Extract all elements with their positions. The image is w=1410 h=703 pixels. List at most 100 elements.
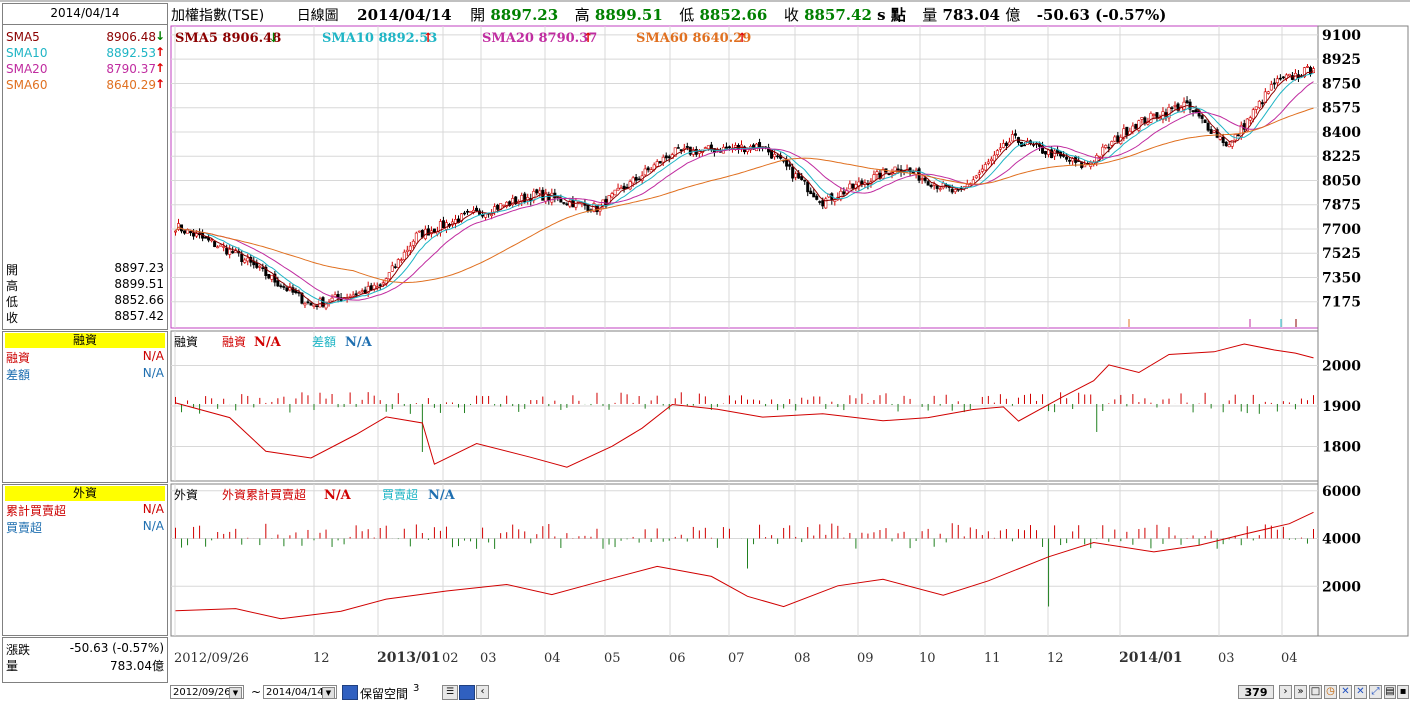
left-row: 差額 N/A — [6, 366, 164, 383]
to-date-select[interactable]: 2014/04/14 ▼ — [263, 685, 337, 699]
price-candle — [225, 248, 229, 255]
left-margin-title: 融資 — [5, 333, 165, 348]
scroll-left-button[interactable]: ‹ — [476, 685, 489, 699]
zoom-in-icon[interactable]: ✕ — [1354, 685, 1367, 699]
price-candle — [1167, 107, 1171, 119]
price-candle — [240, 253, 244, 262]
high-value: 8899.51 — [594, 6, 663, 24]
price-candle — [378, 284, 382, 287]
price-candle — [661, 156, 665, 163]
x-axis-label: 08 — [794, 651, 811, 666]
price-legend-item: SMA10 8892.53 — [322, 31, 437, 46]
foreign-legend-b: 買賣超 — [382, 487, 418, 502]
price-candle — [821, 200, 825, 207]
expand-icon[interactable]: ⤢ — [1369, 685, 1382, 699]
price-candle — [565, 203, 569, 206]
margin-y-tick: 2000 — [1322, 358, 1361, 374]
price-candle — [1010, 134, 1014, 142]
price-legend-item: SMA20 8790.37 — [482, 31, 597, 46]
layout-icon[interactable]: ☰ — [442, 685, 458, 700]
price-candle — [246, 257, 250, 262]
price-candle — [1251, 109, 1255, 120]
price-candle — [1001, 143, 1005, 148]
x-axis-label: 03 — [480, 651, 497, 666]
price-candle — [586, 204, 590, 211]
price-candle — [724, 146, 728, 149]
price-candle — [1257, 100, 1261, 108]
scroll-end-button[interactable]: » — [1294, 685, 1307, 699]
left-row: 累計買賣超 N/A — [6, 502, 164, 519]
price-candle — [1212, 130, 1216, 133]
price-candle — [1272, 82, 1276, 85]
price-candle — [1113, 136, 1117, 142]
left-row: SMA10 8892.53 ↑ — [6, 45, 165, 63]
chart-header: 加權指數(TSE) 日線圖 2014/04/14 開 8897.23 高 889… — [171, 4, 1166, 25]
price-candle — [607, 195, 611, 205]
from-date-select[interactable]: 2012/09/26 ▼ — [170, 685, 244, 699]
reserve-value[interactable]: 3 — [413, 683, 420, 694]
chevron-down-icon: ▼ — [322, 687, 335, 699]
price-candle — [505, 201, 509, 207]
price-candle — [706, 145, 710, 150]
price-candle — [935, 185, 939, 189]
price-candle — [351, 294, 355, 297]
foreign-y-tick: 6000 — [1322, 484, 1361, 500]
price-candle — [794, 173, 798, 178]
price-candle — [1236, 134, 1240, 137]
zoom-out-icon[interactable]: ✕ — [1339, 685, 1352, 699]
left-foreign-title: 外資 — [5, 486, 165, 501]
price-candle — [441, 220, 445, 229]
price-candle — [995, 150, 999, 155]
left-row-value: 8899.51 — [114, 277, 164, 291]
price-candle — [1107, 146, 1111, 149]
price-candle — [1203, 119, 1207, 123]
export-icon[interactable]: ▤ — [1384, 685, 1396, 699]
apply-icon[interactable] — [342, 685, 358, 700]
price-candle — [818, 201, 822, 203]
price-candle — [273, 273, 277, 283]
calendar-icon[interactable]: □ — [1309, 685, 1322, 699]
left-row-value: 8892.53 ↑ — [106, 45, 165, 60]
arrow-up-icon: ↑ — [154, 45, 165, 59]
price-candle — [685, 146, 689, 148]
price-candle — [1281, 76, 1285, 79]
price-candle — [1221, 136, 1225, 143]
x-axis-label: 2012/09/26 — [174, 651, 249, 666]
price-candle — [496, 204, 500, 210]
settings-icon[interactable] — [459, 685, 475, 700]
price-candle — [610, 193, 614, 198]
x-axis-label: 03 — [1218, 651, 1235, 666]
close-icon[interactable]: ▪ — [1397, 685, 1409, 699]
price-candle — [1245, 118, 1249, 132]
price-candle — [938, 188, 942, 190]
change-value: -50.63 (-0.57%) — [69, 641, 164, 655]
price-candle — [177, 223, 181, 230]
price-candle — [1287, 73, 1291, 77]
open-value: 8897.23 — [490, 6, 559, 24]
left-row-label: 低 — [6, 295, 19, 309]
clock-icon[interactable]: ◷ — [1324, 685, 1337, 699]
left-row-value: 8640.29 ↑ — [106, 77, 165, 92]
price-candle — [1209, 129, 1213, 134]
open-label: 開 — [470, 6, 486, 24]
scroll-right-button[interactable]: › — [1279, 685, 1292, 699]
left-row-label: 高 — [6, 279, 19, 293]
left-info-panel — [2, 3, 168, 330]
price-candle — [300, 292, 304, 304]
price-candle — [989, 158, 993, 162]
price-candle — [390, 265, 394, 272]
period-label: 日線圖 — [296, 8, 339, 24]
price-y-tick: 8750 — [1322, 76, 1361, 92]
price-candle — [1122, 128, 1126, 139]
close-value: 8857.42 — [804, 6, 872, 24]
left-date: 2014/04/14 — [50, 6, 120, 20]
price-candle — [1116, 135, 1120, 143]
left-row-label: SMA60 — [6, 78, 48, 92]
price-candle — [851, 183, 855, 189]
price-candle — [393, 266, 397, 268]
price-candle — [493, 206, 497, 213]
price-candle — [402, 251, 406, 260]
price-candle — [514, 196, 518, 204]
price-candle — [1191, 110, 1195, 112]
left-row-label: SMA10 — [6, 46, 48, 60]
